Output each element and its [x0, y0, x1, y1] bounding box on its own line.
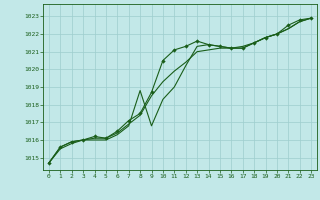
Text: Graphe pression niveau de la mer (hPa): Graphe pression niveau de la mer (hPa) [72, 186, 248, 196]
